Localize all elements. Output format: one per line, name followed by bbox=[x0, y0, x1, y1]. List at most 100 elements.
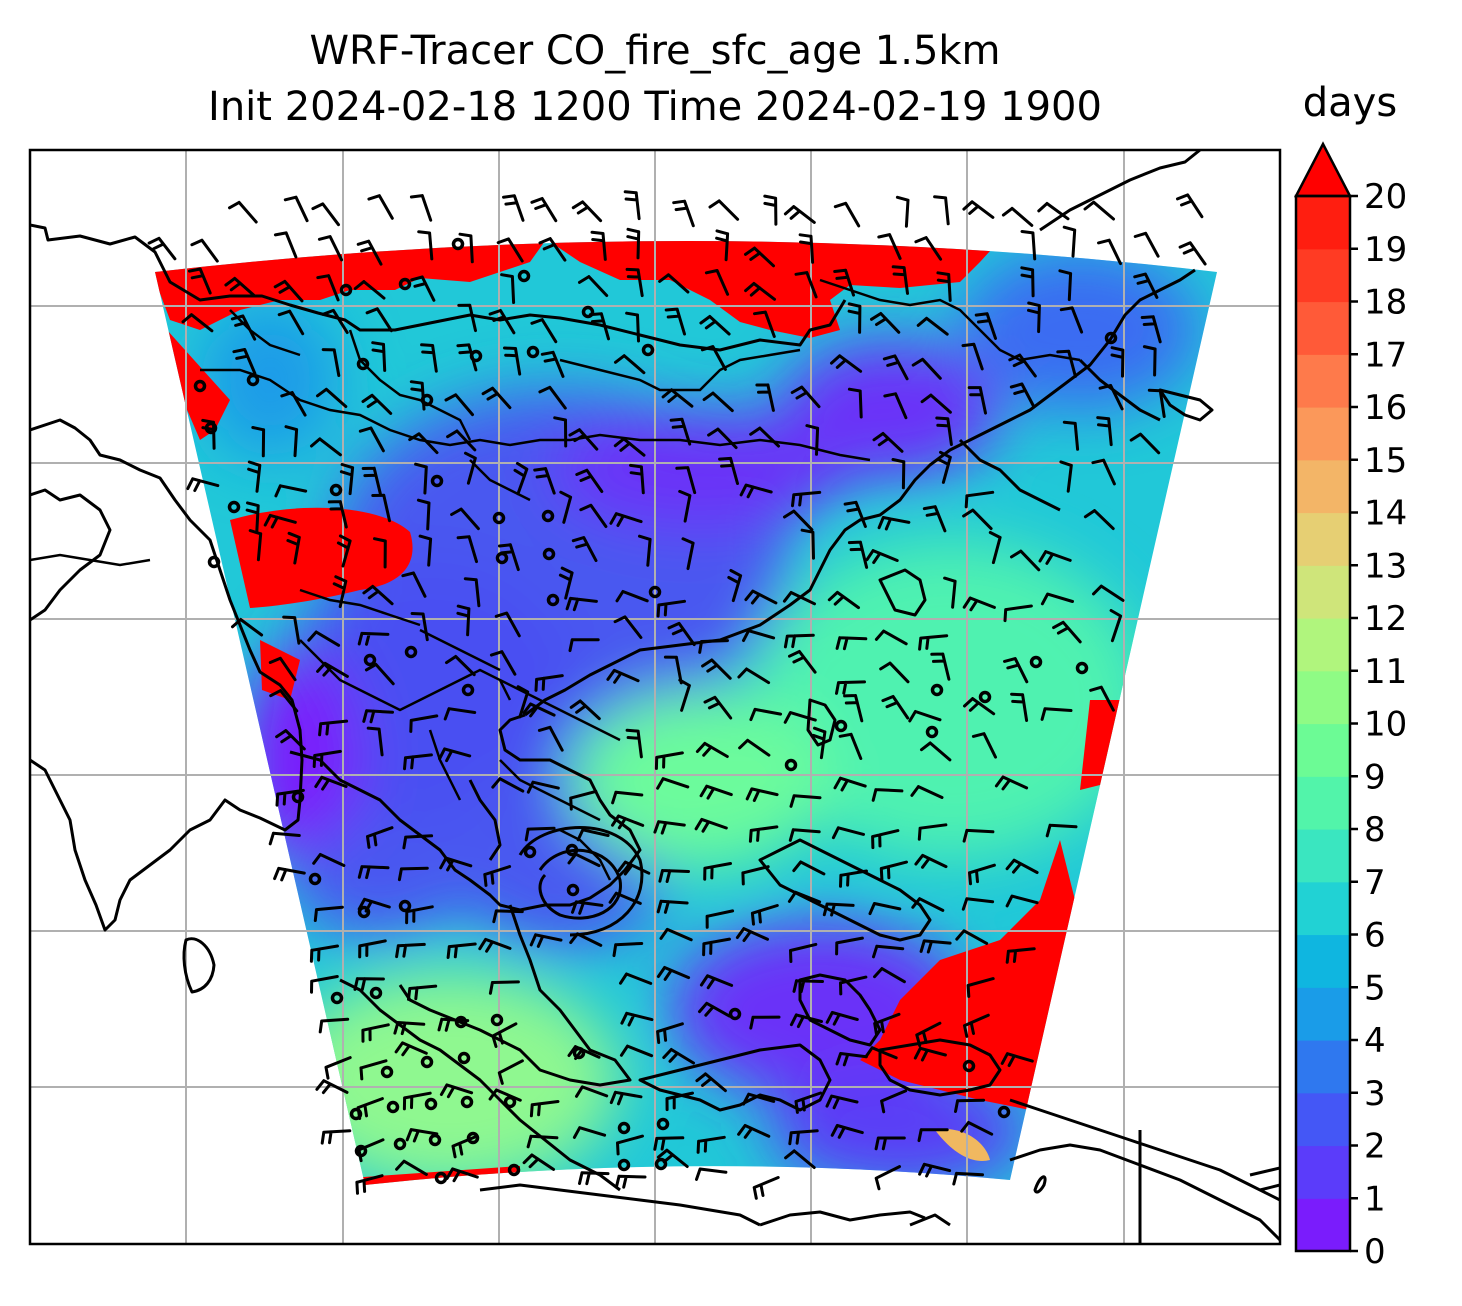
wind-barb bbox=[962, 200, 995, 219]
wind-barb bbox=[312, 853, 346, 867]
wind-barb bbox=[744, 589, 778, 605]
wind-barb bbox=[994, 775, 1029, 791]
wind-barb bbox=[658, 869, 690, 883]
wind-barb bbox=[961, 342, 984, 371]
wind-barb bbox=[316, 661, 349, 678]
wind-barb bbox=[659, 927, 693, 942]
wind-barb bbox=[784, 1149, 816, 1169]
wind-barb bbox=[871, 829, 900, 850]
wind-barb bbox=[830, 1124, 864, 1139]
wind-barb bbox=[911, 897, 945, 912]
wind-barb bbox=[704, 269, 730, 296]
wind-barb bbox=[917, 823, 948, 841]
wind-barb bbox=[437, 1017, 470, 1032]
wind-barb bbox=[694, 817, 728, 833]
wind-barb bbox=[274, 484, 308, 498]
wind-barb bbox=[365, 307, 393, 333]
wind-barb bbox=[794, 1091, 823, 1114]
wind-barb bbox=[1005, 858, 1039, 874]
wind-barb bbox=[416, 498, 431, 531]
wind-barb bbox=[805, 424, 820, 456]
wind-barb bbox=[405, 1128, 439, 1143]
colorbar-segment bbox=[1296, 407, 1350, 461]
wind-barb bbox=[463, 577, 481, 608]
colorbar-tick-label: 10 bbox=[1364, 705, 1407, 745]
wind-barb bbox=[917, 1128, 949, 1143]
wind-barb bbox=[489, 650, 517, 676]
wind-barb bbox=[835, 680, 866, 695]
wind-barb bbox=[919, 939, 952, 954]
wind-barb bbox=[336, 534, 352, 568]
wind-barb bbox=[681, 537, 695, 571]
wind-barb bbox=[877, 516, 911, 531]
colorbar-tick-label: 20 bbox=[1364, 177, 1407, 217]
wind-barb bbox=[273, 231, 298, 259]
wind-barb bbox=[920, 393, 952, 414]
wind-barb bbox=[695, 1167, 728, 1181]
wind-barb bbox=[695, 741, 729, 758]
wind-barb bbox=[450, 507, 480, 531]
wind-barb bbox=[1098, 384, 1124, 411]
wind-barb bbox=[575, 468, 604, 493]
wind-barb bbox=[619, 1044, 654, 1058]
colorbar-segment bbox=[1296, 459, 1350, 514]
wind-barb bbox=[1052, 620, 1082, 644]
wind-barb bbox=[310, 975, 339, 994]
wind-barb bbox=[1178, 241, 1207, 266]
wind-barb bbox=[698, 1001, 731, 1018]
wind-barb bbox=[488, 980, 520, 995]
colorbar-tick-label: 9 bbox=[1364, 757, 1386, 797]
wind-barb bbox=[609, 1090, 643, 1106]
colorbar-extend-arrow bbox=[1293, 141, 1353, 198]
wind-barb bbox=[608, 891, 642, 905]
wind-barb bbox=[707, 427, 738, 450]
wind-barb bbox=[962, 596, 996, 612]
colorbar-tick-label: 13 bbox=[1364, 546, 1407, 586]
wind-barb bbox=[750, 904, 779, 926]
wind-barb bbox=[963, 1013, 990, 1038]
wind-barb bbox=[874, 1165, 901, 1191]
wind-barb bbox=[339, 463, 355, 496]
wind-barb bbox=[530, 318, 558, 344]
wind-barb bbox=[700, 345, 727, 371]
wind-barb bbox=[967, 386, 987, 415]
wind-barb bbox=[1003, 604, 1033, 623]
wind-barb bbox=[409, 380, 426, 411]
wind-barb bbox=[273, 279, 304, 303]
wind-barb bbox=[789, 942, 818, 963]
wind-barb bbox=[1083, 509, 1115, 531]
wind-barb bbox=[1038, 550, 1072, 565]
wind-barb bbox=[755, 383, 775, 412]
wind-barb bbox=[327, 500, 348, 529]
wind-barb bbox=[833, 776, 867, 792]
wind-barb bbox=[656, 1148, 689, 1168]
wind-barb bbox=[735, 927, 769, 942]
wind-barb bbox=[361, 1023, 390, 1043]
wind-barb bbox=[534, 674, 564, 692]
wind-barb bbox=[678, 678, 691, 712]
wind-barb bbox=[988, 531, 1002, 565]
wind-barb bbox=[181, 313, 214, 333]
wind-barb bbox=[405, 905, 434, 925]
wind-barb bbox=[526, 780, 560, 794]
wind-barb bbox=[741, 865, 770, 886]
wind-barb bbox=[847, 302, 862, 334]
wind-barb bbox=[1000, 1052, 1034, 1067]
wind-barb bbox=[371, 341, 387, 372]
colorbar-segment bbox=[1296, 1145, 1350, 1199]
wind-barb bbox=[438, 747, 472, 763]
wind-barb bbox=[718, 456, 739, 485]
wind-barb bbox=[513, 461, 529, 496]
wind-barb bbox=[1083, 200, 1115, 221]
wind-barb bbox=[658, 273, 690, 294]
wind-barb bbox=[620, 1011, 654, 1027]
wind-barb bbox=[872, 944, 905, 959]
colorbar-tick-label: 19 bbox=[1364, 230, 1407, 270]
wind-barb bbox=[357, 865, 390, 880]
colorbar-tick-label: 2 bbox=[1364, 1127, 1386, 1167]
map-subtitle: Init 2024-02-18 1200 Time 2024-02-19 190… bbox=[208, 84, 1102, 130]
wind-barb bbox=[187, 267, 212, 295]
wind-barb bbox=[783, 509, 814, 532]
wind-barb bbox=[312, 749, 342, 768]
